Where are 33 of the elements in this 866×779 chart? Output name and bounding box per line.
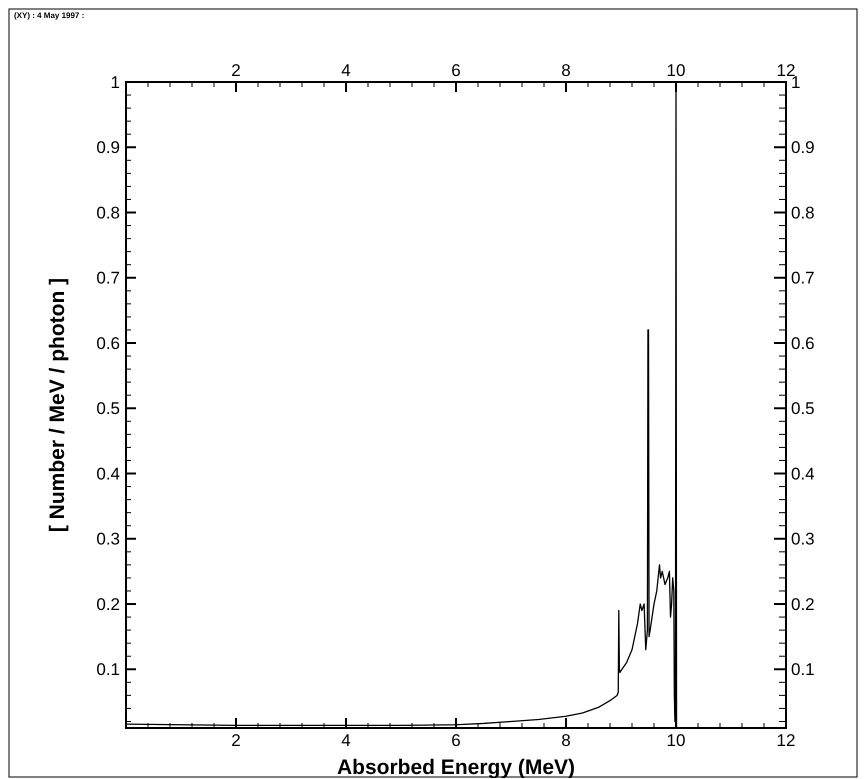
y-tick-label: 0.6 (96, 334, 120, 353)
x2-tick-label: 6 (451, 731, 461, 750)
x2-tick-label: 10 (666, 731, 686, 750)
x-tick-label: 6 (451, 61, 461, 80)
y-tick-label: 0.1 (96, 660, 120, 680)
x-tick-label: 4 (341, 61, 351, 80)
y-axis-title: [ Number / MeV / photon ] (46, 278, 69, 532)
text: (XY) : 4 May 1997 : (14, 11, 84, 20)
x-tick-label: 2 (231, 61, 241, 80)
y-tick-label: 0.8 (96, 203, 120, 222)
y2-tick-label: 0.3 (791, 530, 815, 549)
y2-tick-label: 0.4 (791, 464, 815, 484)
y2-tick-label: 0.8 (791, 203, 815, 222)
y-tick-label: 0.3 (96, 530, 120, 549)
y-tick-label: 0.5 (96, 399, 120, 418)
y-tick-label: 0.4 (96, 464, 120, 484)
x2-tick-label: 12 (776, 731, 796, 750)
y2-tick-label: 1 (791, 72, 800, 92)
y-tick-label: 0.9 (96, 138, 120, 158)
y-tick-label: 0.7 (96, 268, 120, 288)
x2-tick-label: 4 (341, 731, 351, 750)
x-tick-label: 10 (666, 61, 686, 80)
y2-tick-label: 0.9 (791, 138, 815, 158)
y2-tick-label: 0.7 (791, 268, 815, 288)
y2-tick-label: 0.2 (791, 594, 815, 614)
y2-tick-label: 0.1 (791, 660, 815, 680)
y2-tick-label: 0.5 (791, 399, 815, 418)
y-tick-label: 1 (110, 72, 120, 92)
x2-tick-label: 2 (231, 731, 241, 750)
y-tick-label: 0.2 (96, 594, 120, 614)
x2-tick-label: 8 (561, 731, 571, 750)
x-tick-label: 8 (561, 61, 571, 80)
y2-tick-label: 0.6 (791, 334, 815, 353)
